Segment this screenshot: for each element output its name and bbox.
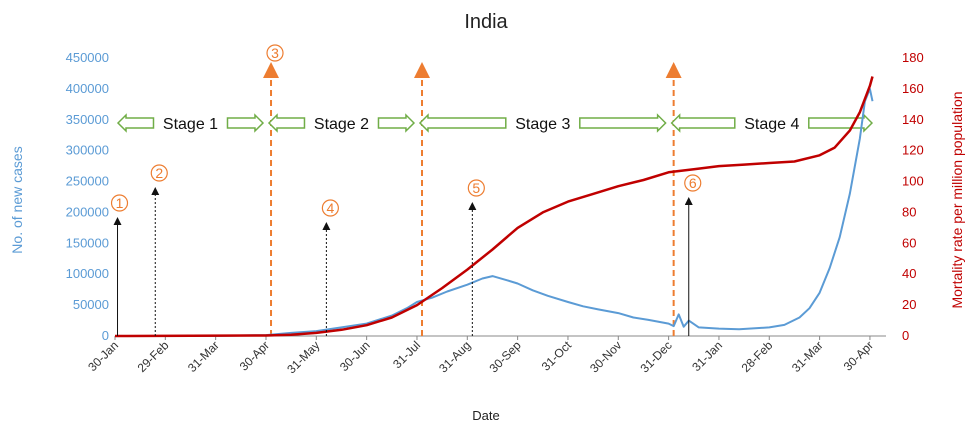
y-left-tick-label: 450000 (66, 50, 109, 65)
y-left-tick-label: 350000 (66, 112, 109, 127)
x-tick-label: 31-Jul (390, 338, 423, 371)
y-axis-right-title: Mortality rate per million population (949, 91, 965, 308)
event-marker-label: 1 (116, 195, 124, 211)
event-marker-label: 6 (689, 175, 697, 191)
x-tick-label: 31-Jan (689, 338, 725, 374)
series-layer (114, 76, 874, 338)
x-tick-label: 28-Feb (739, 338, 776, 375)
x-tick-label: 29-Feb (135, 338, 172, 375)
stage-arrow (116, 113, 155, 133)
x-tick-label: 30-Jun (337, 338, 373, 374)
stage-arrow (579, 113, 667, 133)
y-left-tick-label: 200000 (66, 204, 109, 219)
y-left-tick-label: 300000 (66, 143, 109, 158)
stage-label: Stage 2 (314, 116, 369, 133)
y-left-tick-label: 50000 (73, 297, 109, 312)
y-right-tick-label: 60 (902, 235, 916, 250)
x-tick-label: 31-Mar (789, 338, 826, 375)
y-right-tick-label: 80 (902, 204, 916, 219)
event-marker-circle (684, 174, 702, 192)
x-tick-label: 30-Nov (587, 338, 624, 375)
stage-label: Stage 1 (163, 116, 218, 133)
y-left-tick-label: 100000 (66, 266, 109, 281)
stage-arrow (670, 113, 736, 133)
y-left-tick-label: 250000 (66, 174, 109, 189)
stage-arrow (377, 113, 416, 133)
event-marker-circle (467, 179, 485, 197)
event-marker-circle (266, 44, 284, 62)
y-left-tick-label: 400000 (66, 81, 109, 96)
y-right-tick-label: 140 (902, 112, 924, 127)
stage-arrow (267, 113, 306, 133)
x-tick-label: 30-Apr (237, 338, 272, 373)
stage-arrow (418, 113, 507, 133)
stage-label: Stage 4 (744, 116, 799, 133)
axes-layer: 0 50000 100000 150000 200000 250000 300000 3500… (66, 50, 924, 376)
x-tick-label: 31-Oct (539, 338, 575, 374)
x-tick-label: 31-Dec (637, 338, 674, 375)
y-left-tick-label: 150000 (66, 235, 109, 250)
x-axis-title: Date (472, 408, 499, 423)
event-marker-circle (150, 164, 168, 182)
x-tick-label: 31-May (284, 338, 322, 376)
x-tick-label: 30-Jan (85, 338, 121, 374)
y-right-tick-label: 120 (902, 143, 924, 158)
y-axis-left-title: No. of new cases (9, 146, 25, 253)
event-marker-label: 4 (326, 200, 334, 216)
y-left-tick-label: 0 (102, 328, 109, 343)
series-line-new-cases (115, 87, 874, 337)
x-tick-label: 30-Sep (486, 338, 523, 375)
y-right-tick-label: 40 (902, 266, 916, 281)
stage-layer: Stage 1 Stage 2 Stage 3 Stage 4 (116, 62, 874, 336)
chart-title: India (464, 11, 508, 33)
x-tick-label: 30-Apr (841, 338, 876, 373)
event-marker-label: 2 (155, 165, 163, 181)
x-tick-label: 31-Mar (185, 338, 222, 375)
y-right-tick-label: 180 (902, 50, 924, 65)
stage-arrow (226, 113, 265, 133)
event-marker-label: 5 (472, 180, 480, 196)
y-right-tick-label: 0 (902, 328, 909, 343)
y-right-tick-label: 160 (902, 81, 924, 96)
series-line-mortality (114, 76, 874, 338)
event-marker-label: 3 (271, 45, 279, 61)
y-right-tick-label: 100 (902, 174, 924, 189)
y-right-tick-label: 20 (902, 297, 916, 312)
event-marker-circle (321, 199, 339, 217)
stage-label: Stage 3 (515, 116, 570, 133)
x-tick-label: 31-Aug (436, 338, 473, 375)
event-marker-circle (110, 194, 129, 212)
marker-layer: 1 2 3 4 5 6 (110, 44, 702, 336)
